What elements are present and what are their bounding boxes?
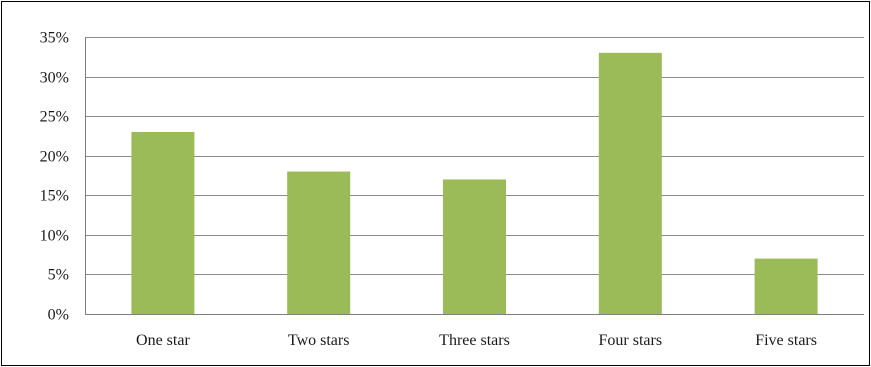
x-tick-label: Four stars xyxy=(599,332,663,349)
x-tick-label: Five stars xyxy=(755,332,817,349)
bar-three-stars xyxy=(443,179,506,314)
axes xyxy=(85,37,864,315)
y-tick-label: 30% xyxy=(40,70,69,87)
bar-one-star xyxy=(131,131,195,314)
tick-labels: 0% 5% 10% 15% 20% 25% 30% 35% One star Two stars T… xyxy=(40,30,817,350)
y-tick-label: 15% xyxy=(40,188,69,205)
x-tick-label: Two stars xyxy=(288,332,350,349)
bar-two-stars xyxy=(287,171,351,314)
bar-five-stars xyxy=(754,258,818,314)
y-tick-label: 0% xyxy=(48,307,69,324)
y-tick-label: 20% xyxy=(40,149,69,166)
x-tick-label: Three stars xyxy=(439,332,510,349)
y-tick-label: 35% xyxy=(40,30,69,47)
y-tick-label: 5% xyxy=(48,267,69,284)
bar-four-stars xyxy=(598,52,662,314)
x-tick-label: One star xyxy=(136,332,190,349)
y-tick-label: 10% xyxy=(40,228,69,245)
bars xyxy=(131,52,818,314)
y-tick-label: 25% xyxy=(40,109,69,126)
gridlines xyxy=(85,37,864,275)
